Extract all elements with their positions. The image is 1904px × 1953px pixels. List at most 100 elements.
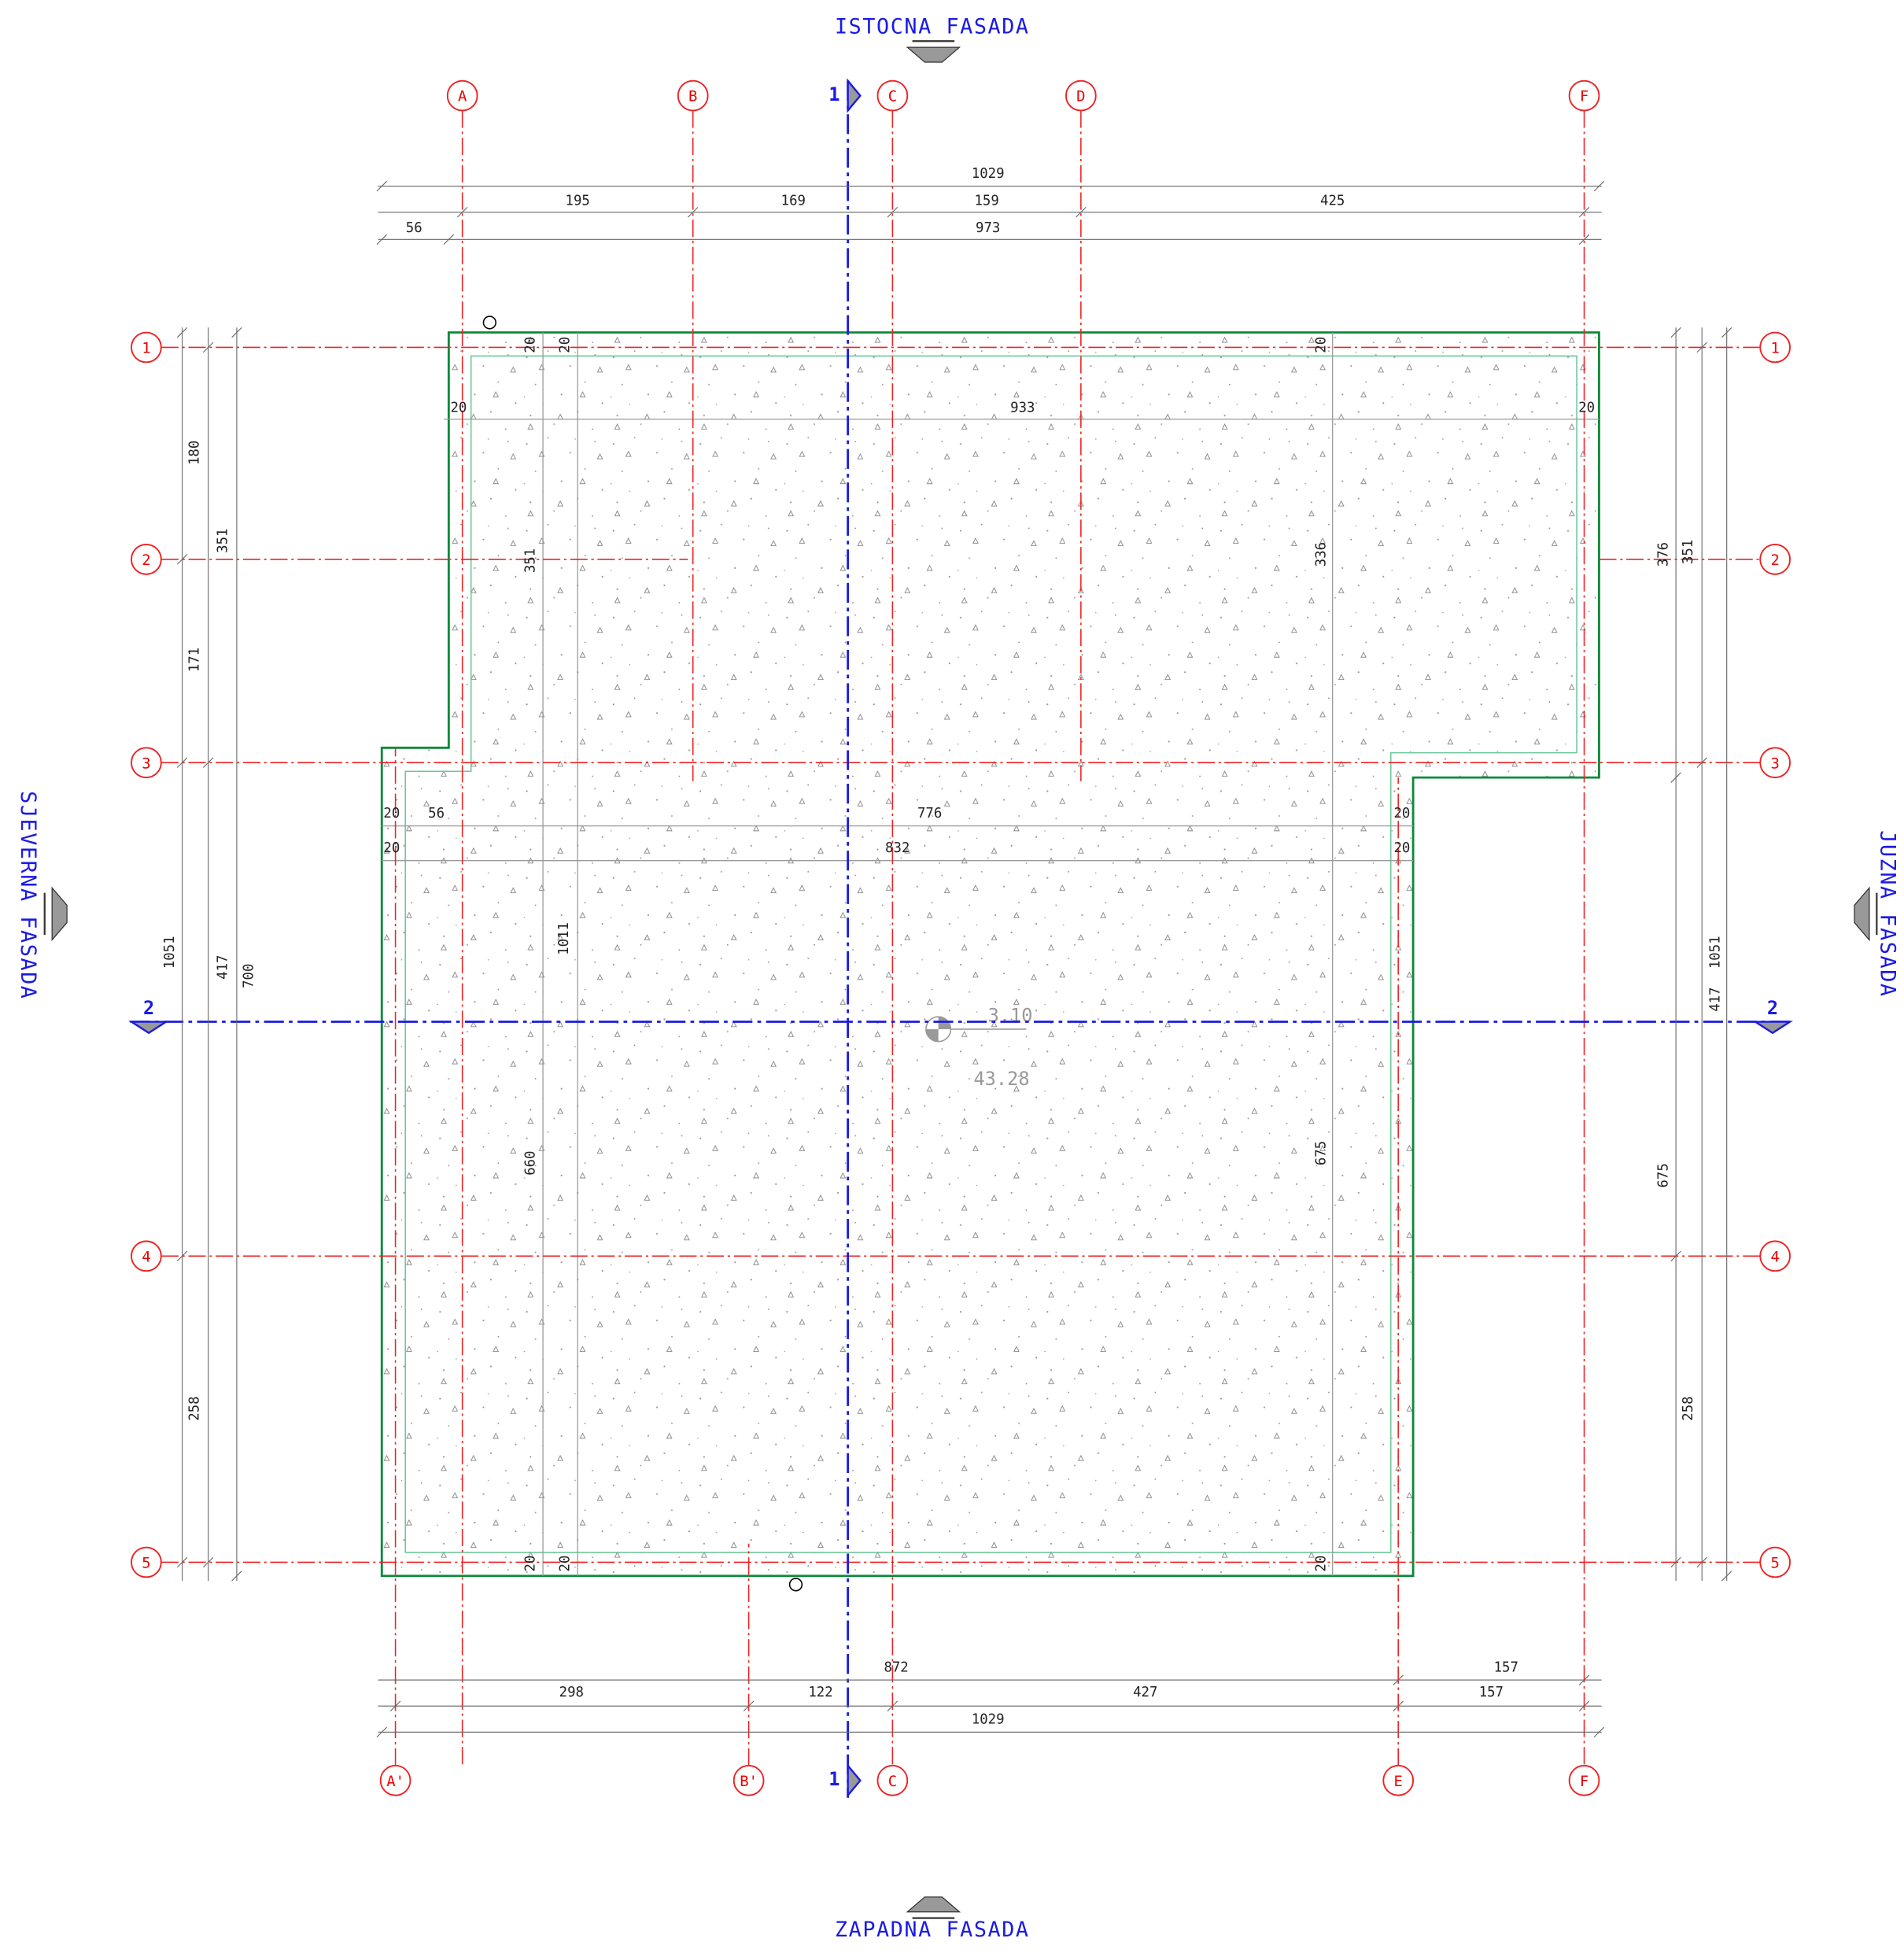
dimension-label: 20 <box>522 1556 538 1572</box>
level-mark <box>925 1016 1027 1043</box>
dimension-label: 157 <box>1494 1659 1518 1675</box>
dimension-label: 56 <box>428 806 445 821</box>
dimension-tick <box>887 1700 898 1711</box>
dimension-label: 20 <box>1314 1556 1330 1572</box>
dimension-label: 1051 <box>1708 936 1724 969</box>
dimension-label: 20 <box>1393 806 1410 821</box>
dimension-label: 56 <box>406 220 422 236</box>
dimension-tick <box>176 757 188 768</box>
dimension-label: 195 <box>566 194 590 209</box>
grid-label: 3 <box>142 755 150 772</box>
grid-label: D <box>1076 88 1085 105</box>
dimension-tick <box>202 341 214 353</box>
dimension-tick <box>1696 341 1707 353</box>
dimension-label: 427 <box>1133 1685 1157 1700</box>
dimension-tick <box>1721 1571 1732 1582</box>
dimension-tick <box>176 327 188 338</box>
grid-label: F <box>1580 1773 1589 1790</box>
facade-bars <box>43 40 1878 1919</box>
facade-label: SJEVERNA FASADA <box>16 791 40 999</box>
dimension-label: 675 <box>1655 1163 1671 1187</box>
grid-label: F <box>1580 88 1589 105</box>
dimension-tick <box>176 1556 188 1568</box>
section-label: 2 <box>1767 997 1778 1019</box>
dimension-tick <box>202 1556 214 1568</box>
grid-bubble <box>1568 79 1600 112</box>
dimension-tick <box>1578 1700 1590 1711</box>
section-label: 2 <box>143 997 154 1019</box>
grid-bubble <box>446 79 478 112</box>
grid-label: B <box>688 88 697 105</box>
dimension-label: 298 <box>559 1685 584 1700</box>
grid-label: 2 <box>142 552 150 569</box>
dimension-label: 973 <box>976 220 1000 236</box>
dimension-tick <box>202 757 214 768</box>
dimension-tick <box>1593 180 1605 192</box>
level-relative: 3.10 <box>988 1005 1033 1027</box>
marker <box>788 1578 803 1592</box>
grid-label: A' <box>386 1773 404 1790</box>
dimension-label: 336 <box>1314 542 1330 567</box>
dimension-label: 1051 <box>162 936 178 969</box>
facade-label: ZAPADNA FASADA <box>835 1918 1030 1942</box>
grid-label: 1 <box>142 339 150 356</box>
marker <box>482 316 496 330</box>
section-arrow <box>1751 1021 1794 1035</box>
grid-bubble <box>1759 1240 1791 1272</box>
grid-bubble <box>1759 331 1791 364</box>
dimension-tick <box>443 234 455 246</box>
grid-label: 4 <box>142 1248 150 1265</box>
section-arrow <box>847 78 862 113</box>
dimension-tick <box>1670 1250 1681 1261</box>
dimension-label: 675 <box>1314 1141 1330 1165</box>
dimension-label: 258 <box>186 1396 202 1420</box>
dimension-label: 351 <box>1681 540 1696 564</box>
dimension-label: 376 <box>1655 542 1671 567</box>
dimension-tick <box>1593 1726 1605 1737</box>
grid-bubble <box>1759 1546 1791 1578</box>
dimension-tick <box>176 1250 188 1261</box>
dimension-label: 700 <box>242 964 257 988</box>
dimension-tick <box>1670 327 1681 338</box>
slab-outline <box>380 331 1600 1578</box>
dimension-tick <box>1076 206 1087 218</box>
dimension-label: 776 <box>917 806 942 821</box>
dimension-tick <box>688 206 699 218</box>
grid-bubble <box>379 1764 411 1796</box>
dimension-tick <box>376 180 387 192</box>
dimension-label: 351 <box>522 548 538 573</box>
grid-label: 5 <box>142 1555 150 1572</box>
dimension-tick <box>1670 1556 1681 1568</box>
grid-label: E <box>1393 1773 1402 1790</box>
dimension-tick <box>1696 1556 1707 1568</box>
grid-bubble <box>732 1764 765 1796</box>
grid-bubble <box>677 79 709 112</box>
dimension-tick <box>743 1700 755 1711</box>
dimension-label: 660 <box>522 1150 538 1175</box>
grid-bubble <box>131 1240 162 1272</box>
dimension-label: 180 <box>186 441 202 465</box>
dimension-tick <box>1393 1700 1404 1711</box>
grid-label: B' <box>740 1773 758 1790</box>
dimension-tick <box>376 234 387 246</box>
dimension-tick <box>1578 234 1590 246</box>
grid-label: 3 <box>1770 755 1779 772</box>
grid-label: C <box>888 1773 897 1790</box>
dimension-label: 20 <box>1393 840 1410 856</box>
dimension-label: 20 <box>1314 337 1330 353</box>
facade-label: ISTOCNA FASADA <box>835 14 1030 39</box>
dimension-tick <box>389 1700 401 1711</box>
grid-bubble <box>1568 1764 1600 1796</box>
dimension-label: 872 <box>884 1659 908 1675</box>
dimension-tick <box>231 327 242 338</box>
dimension-label: 20 <box>383 806 400 821</box>
dimension-tick <box>176 554 188 565</box>
dimension-label: 258 <box>1681 1396 1696 1420</box>
grid-label: A <box>458 88 467 105</box>
section-arrow <box>847 1763 862 1798</box>
grid-bubble <box>1759 747 1791 779</box>
dimension-tick <box>887 206 898 218</box>
dimension-label: 1029 <box>972 166 1005 182</box>
grid-bubble <box>1759 543 1791 575</box>
